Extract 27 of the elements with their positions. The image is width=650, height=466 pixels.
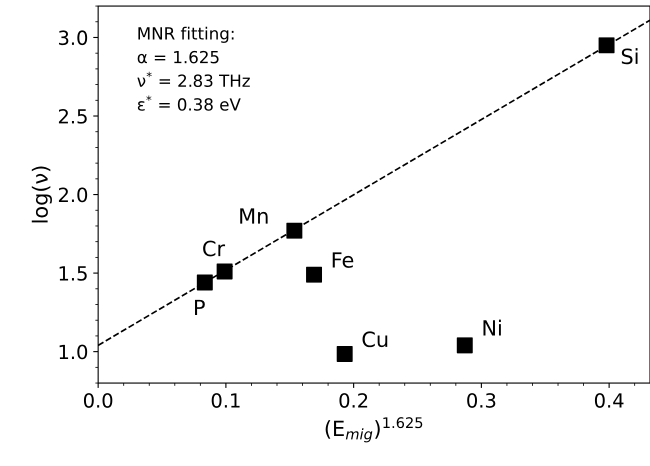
point: [336, 346, 353, 362]
annotation: Si: [622, 48, 638, 64]
text: MNR fitting: α = 1.625 ν$^{*}$ = 2.83 THz ε$^{*}$ = 0.38 eV: [137, 26, 250, 111]
point: [216, 264, 233, 280]
annotation: P: [195, 300, 205, 316]
x-tick-label: 0.1: [212, 393, 240, 408]
point: [456, 337, 473, 354]
x-tick-label: 0.3: [467, 393, 496, 408]
y-tick-label: 2.5: [58, 108, 87, 124]
x-axis-title: (E$_{mig}$)$^{1.625}$: [326, 417, 422, 442]
point: [286, 222, 302, 239]
annotation: Fe: [332, 252, 354, 268]
x-tick-label: 0.4: [594, 393, 624, 408]
x-tick-label: 0.2: [339, 393, 368, 408]
y-tick-label: 2.0: [58, 188, 88, 202]
y-tick-label: 1.5: [60, 266, 87, 281]
x-tick-label: 0.0: [84, 393, 112, 408]
y-tick-label: 3.0: [58, 30, 88, 46]
annotation: Cu: [362, 331, 388, 348]
annotation: Ni: [483, 320, 501, 336]
y-axis-title: log(ν): [32, 166, 52, 222]
point: [196, 274, 213, 290]
y-tick-label: 1.0: [60, 344, 88, 360]
point: [306, 266, 322, 283]
point: [598, 37, 615, 54]
annotation: Cr: [203, 240, 226, 256]
annotation: Mn: [240, 208, 268, 224]
